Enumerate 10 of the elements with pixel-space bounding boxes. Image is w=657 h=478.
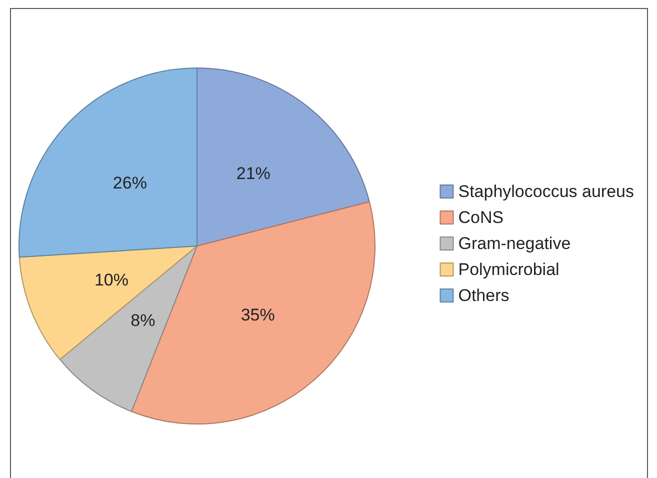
data-label: 21% — [236, 164, 270, 183]
data-label: 35% — [240, 306, 275, 325]
legend-label: Gram-negative — [458, 234, 571, 253]
data-label: 26% — [112, 174, 147, 193]
data-label: 10% — [94, 270, 128, 290]
legend-label: Staphylococcus aureus — [458, 182, 634, 201]
legend-label: Others — [458, 286, 510, 305]
data-label: 8% — [130, 310, 156, 330]
legend-label: Polymicrobial — [458, 260, 560, 279]
legend-label: CoNS — [458, 208, 504, 227]
